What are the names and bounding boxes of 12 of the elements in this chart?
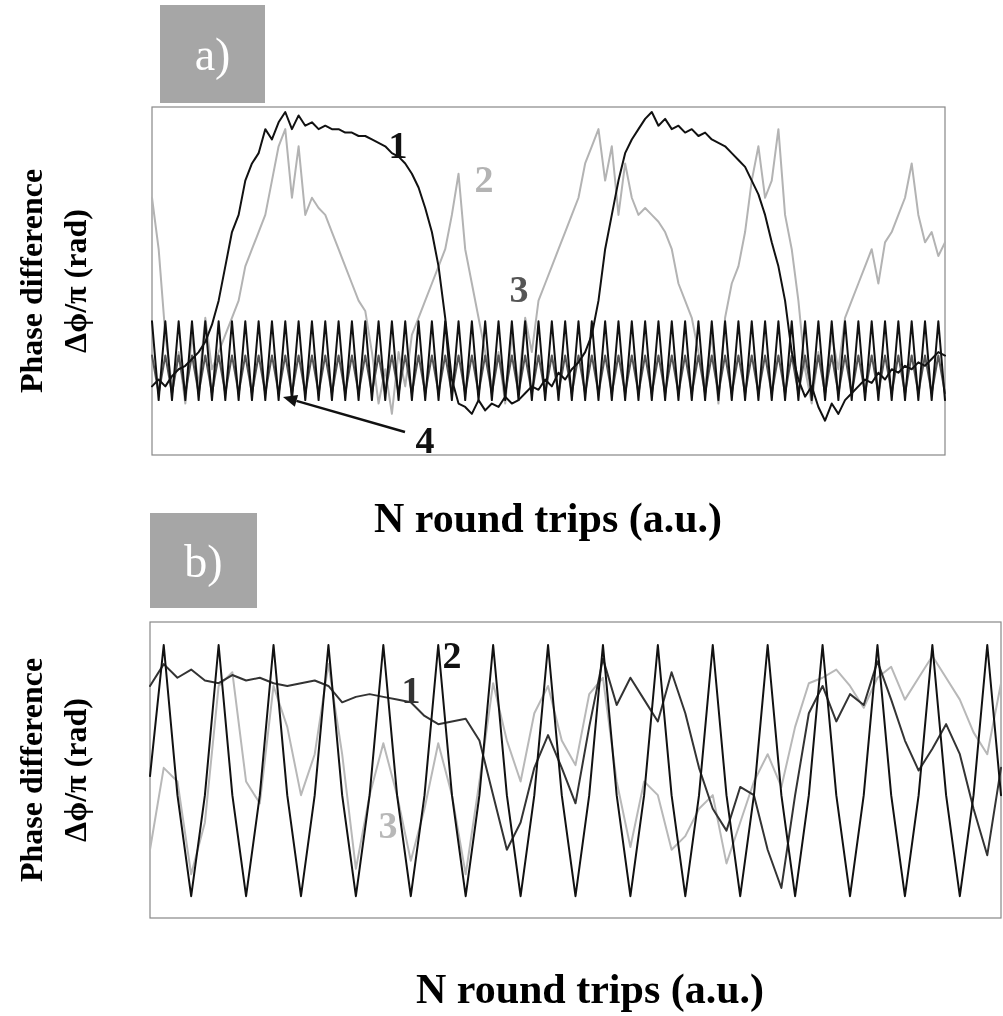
series-label: 3	[378, 804, 398, 846]
series-label: 3	[509, 268, 529, 310]
series-label: 2	[474, 158, 494, 200]
legend-label: 4	[415, 419, 435, 461]
y-axis-title: Phase difference Δϕ/π (rad)	[13, 168, 93, 394]
chart-title: a)	[194, 29, 231, 80]
y-axis-title: Phase difference Δϕ/π (rad)	[13, 657, 93, 883]
series-label: 1	[388, 124, 408, 166]
series-label: 2	[442, 634, 462, 676]
chart-title: b)	[184, 535, 223, 587]
x-axis-title: N round trips (a.u.)	[415, 966, 765, 1013]
x-axis-title: N round trips (a.u.)	[373, 495, 723, 542]
